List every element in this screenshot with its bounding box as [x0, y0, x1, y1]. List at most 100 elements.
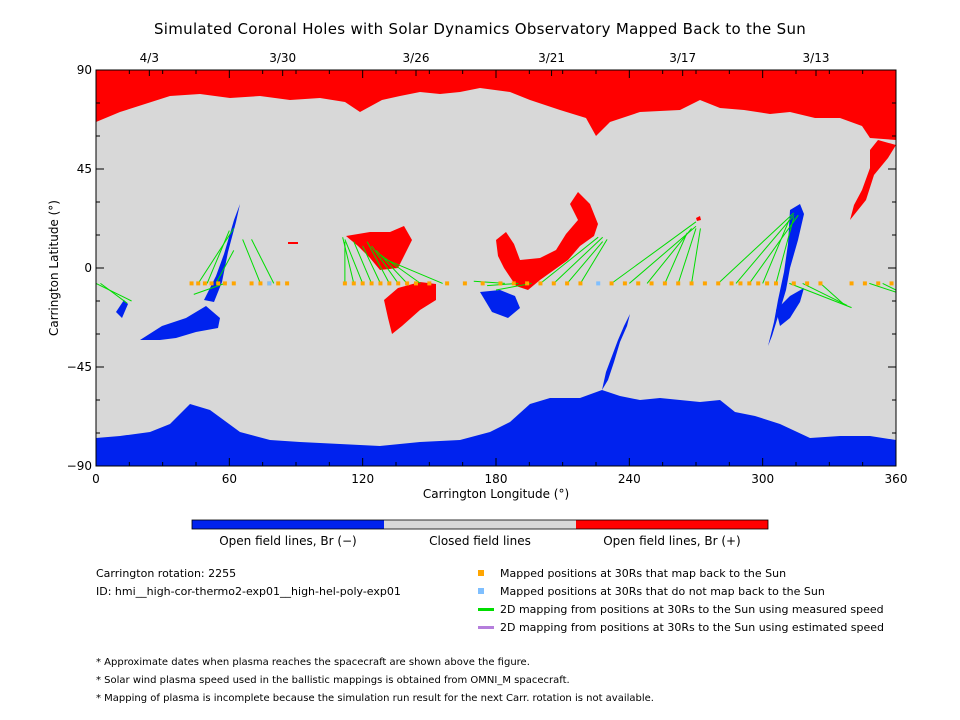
- mapping-line: [820, 283, 843, 304]
- negative-hole-left-2: [204, 204, 240, 302]
- mapped-point: [231, 281, 236, 286]
- mapped-point: [196, 281, 201, 286]
- mapped-point: [209, 281, 214, 286]
- negative-hole-left-1: [140, 306, 220, 340]
- note-incomplete: * Mapping of plasma is incomplete becaus…: [96, 693, 654, 704]
- unmapped-point: [267, 281, 272, 286]
- mapping-line: [748, 214, 799, 284]
- mapped-point: [818, 281, 823, 286]
- positive-hole-dot: [696, 216, 701, 221]
- mapping-line: [553, 236, 604, 284]
- run-id: ID: hmi__high-cor-thermo2-exp01__high-he…: [96, 585, 401, 598]
- mapping-line: [540, 236, 599, 284]
- purple-line-icon: [478, 626, 494, 629]
- mapped-point: [689, 281, 694, 286]
- mapping-line: [869, 282, 896, 293]
- positive-hole-center: [346, 226, 412, 270]
- mapping-line: [344, 239, 364, 284]
- mapping-line: [717, 212, 795, 284]
- mapped-point: [649, 281, 654, 286]
- mapping-line: [691, 228, 701, 284]
- mapping-line: [789, 282, 852, 309]
- mapped-point: [774, 281, 778, 286]
- mapped-point: [511, 281, 516, 286]
- y-tick-label: 45: [77, 162, 92, 176]
- mapped-point: [765, 281, 770, 286]
- x-tick-label: 0: [92, 472, 100, 486]
- positive-hole-lower: [384, 282, 436, 334]
- colorbar-label-closed: Closed field lines: [429, 534, 531, 548]
- mapped-point: [636, 281, 641, 286]
- date-tick-label: 3/30: [269, 51, 296, 65]
- mapped-point: [414, 281, 418, 286]
- x-tick-label: 240: [618, 472, 641, 486]
- x-tick-label: 60: [222, 472, 237, 486]
- mapped-point: [445, 281, 450, 286]
- mapped-point: [889, 281, 894, 286]
- date-tick-label: 3/26: [403, 51, 430, 65]
- mapped-point: [876, 281, 881, 286]
- negative-hole-right-2: [776, 288, 804, 326]
- y-tick-label: 0: [84, 261, 92, 275]
- mapping-line: [775, 217, 795, 284]
- mapped-point: [578, 281, 583, 286]
- mapping-line: [100, 282, 128, 304]
- x-tick-label: 360: [885, 472, 908, 486]
- mapped-point: [276, 281, 281, 286]
- mapped-point: [805, 281, 810, 286]
- y-tick-label: −45: [67, 360, 92, 374]
- x-tick-label: 180: [485, 472, 508, 486]
- note-dates: * Approximate dates when plasma reaches …: [96, 657, 530, 668]
- mapped-point: [360, 281, 365, 286]
- unmapped-point: [596, 281, 601, 286]
- y-axis-title: Carrington Latitude (°): [47, 200, 61, 336]
- mapping-line: [735, 214, 795, 284]
- x-tick-label: 300: [751, 472, 774, 486]
- south-hole-spike: [602, 314, 630, 390]
- mapped-point: [702, 281, 707, 286]
- mapped-point: [342, 281, 347, 286]
- mapping-line: [371, 245, 399, 284]
- mapped-points-layer: [189, 281, 894, 286]
- colorbar-positive: [576, 520, 768, 529]
- mapping-line: [802, 282, 848, 306]
- orange-square-icon: [478, 570, 484, 576]
- mapped-point: [747, 281, 752, 286]
- mapped-point: [849, 281, 854, 286]
- mapping-line: [611, 221, 697, 284]
- mapped-point: [387, 281, 392, 286]
- mapped-point: [756, 281, 761, 286]
- mapped-point: [551, 281, 556, 286]
- carrington-rotation: Carrington rotation: 2255: [96, 567, 237, 580]
- mapped-point: [480, 281, 485, 286]
- mapping-line: [342, 237, 355, 284]
- mapping-line: [380, 254, 421, 284]
- mapped-point: [396, 281, 401, 286]
- positive-hole-right: [496, 192, 598, 290]
- mapped-point: [662, 281, 667, 286]
- mapped-point: [189, 281, 194, 286]
- mapped-point: [791, 281, 796, 286]
- closed-field-region: [96, 70, 896, 466]
- lightblue-square-icon: [478, 588, 484, 594]
- mapping-line: [362, 245, 381, 284]
- mapped-point: [427, 281, 432, 286]
- mapped-point: [249, 281, 254, 286]
- date-tick-label: 3/17: [669, 51, 696, 65]
- mapped-point: [738, 281, 743, 286]
- date-tick-label: 3/13: [803, 51, 830, 65]
- mapped-point: [862, 281, 867, 286]
- south-polar-coronal-hole: [96, 390, 896, 466]
- mapping-line: [762, 219, 790, 284]
- axis-ticks: [95, 69, 897, 467]
- north-polar-coronal-hole: [96, 70, 896, 140]
- date-tick-label: 4/3: [140, 51, 159, 65]
- mapping-line: [677, 228, 697, 284]
- negative-hole-left-3: [116, 300, 128, 318]
- mapping-line: [664, 232, 688, 284]
- mapped-point: [378, 281, 383, 286]
- mapped-point: [285, 281, 290, 286]
- x-axis-title: Carrington Longitude (°): [423, 487, 569, 501]
- green-line-icon: [478, 608, 494, 611]
